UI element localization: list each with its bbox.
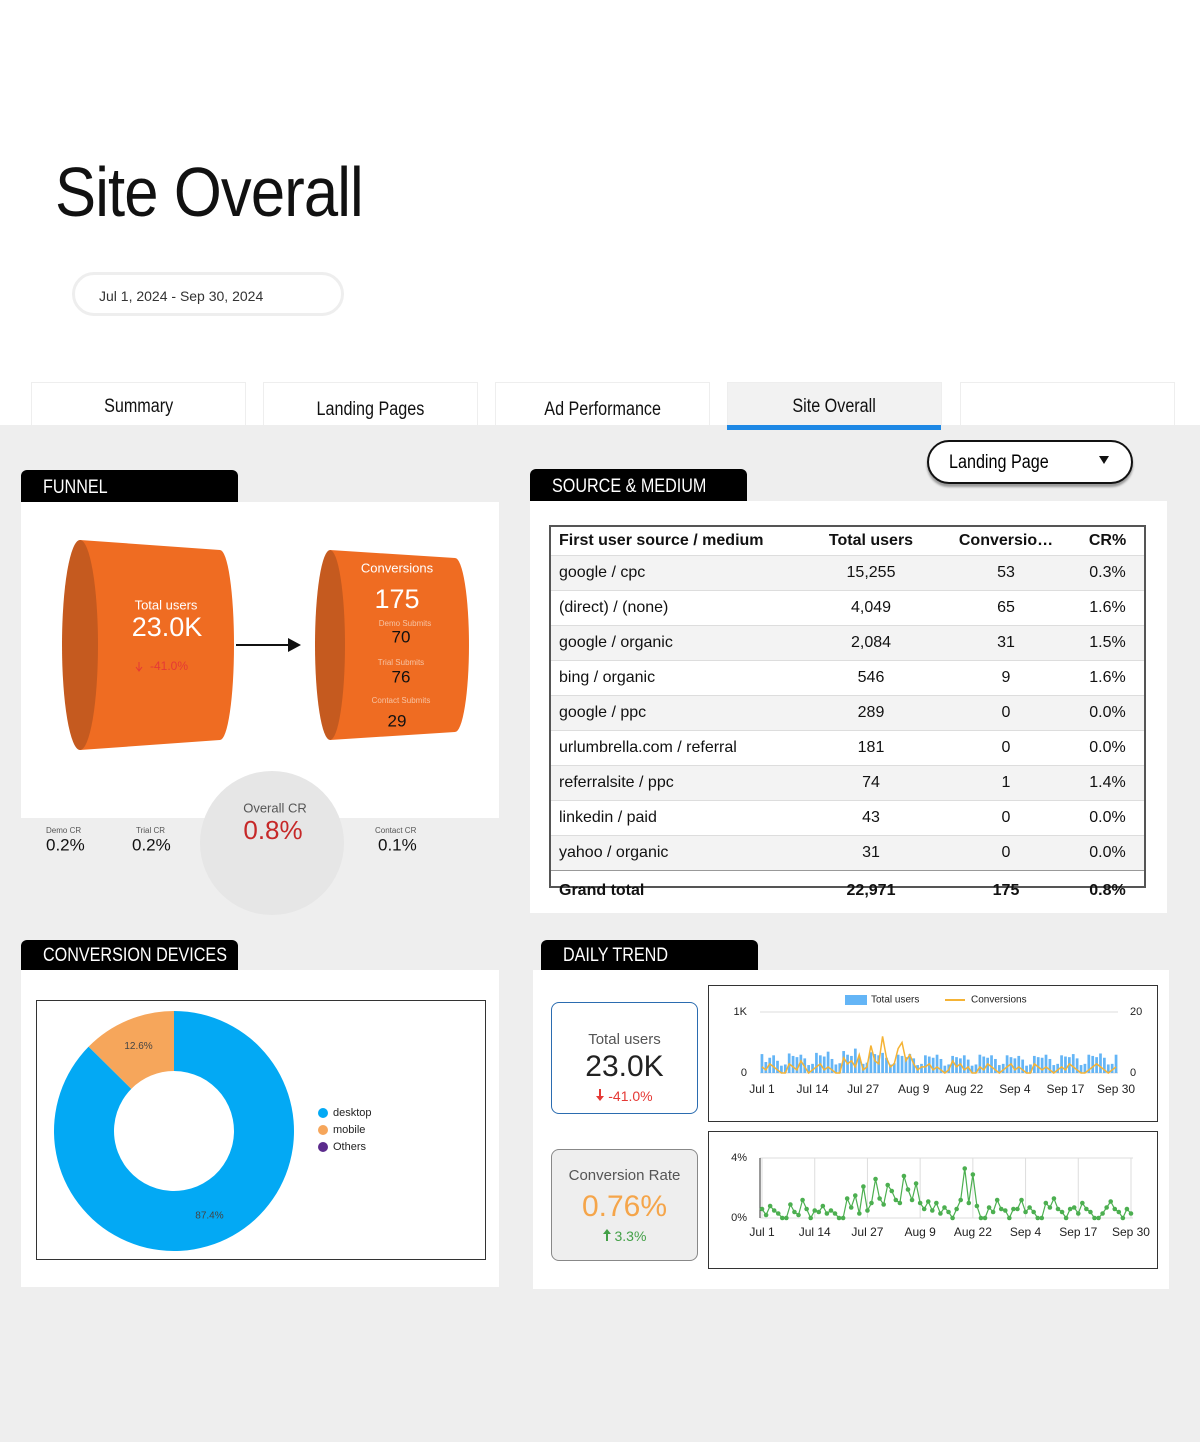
scorecard-value: 0.76% bbox=[581, 1190, 668, 1223]
table-cell: 9 bbox=[941, 660, 1071, 696]
table-cell: 546 bbox=[801, 660, 941, 696]
scorecard-label: Conversion Rate bbox=[568, 1167, 681, 1184]
table-cell: 289 bbox=[801, 695, 941, 731]
section-header: SOURCE & MEDIUM bbox=[530, 469, 747, 502]
table-row: yahoo / organic 31 0 0.0% bbox=[551, 835, 1144, 871]
table-cell: 1 bbox=[941, 765, 1071, 801]
chart-frame bbox=[708, 1131, 1158, 1269]
table-cell: google / cpc bbox=[551, 555, 801, 591]
column-header: Total users bbox=[828, 532, 914, 549]
tab[interactable]: Site Overall bbox=[727, 382, 942, 425]
section-header: DAILY TREND bbox=[541, 940, 758, 971]
table-cell: google / organic bbox=[551, 625, 801, 661]
table-cell: 0.0% bbox=[1071, 800, 1144, 836]
table-cell: linkedin / paid bbox=[551, 800, 801, 836]
scorecard-label: Total users bbox=[588, 1031, 661, 1048]
table-cell: yahoo / organic bbox=[551, 835, 801, 871]
table-cell: 65 bbox=[941, 590, 1071, 626]
table: First user source / medium Total users Con… bbox=[551, 527, 1144, 910]
table-cell: bing / organic bbox=[551, 660, 801, 696]
scorecard: Total users 23.0K -41.0% bbox=[551, 1002, 698, 1114]
up-arrow bbox=[602, 1229, 611, 1241]
dropdown[interactable]: Landing Page bbox=[927, 440, 1133, 484]
column-header: CR% bbox=[1088, 532, 1127, 549]
table-cell: 0.8% bbox=[1071, 870, 1144, 910]
panel bbox=[21, 502, 499, 818]
tab-label: Landing Pages bbox=[316, 399, 425, 420]
table-cell: 31 bbox=[801, 835, 941, 871]
table-row: linkedin / paid 43 0 0.0% bbox=[551, 800, 1144, 836]
date-range[interactable]: Jul 1, 2024 - Sep 30, 2024 bbox=[72, 272, 344, 316]
table-row: bing / organic 546 9 1.6% bbox=[551, 660, 1144, 696]
table-container: First user source / medium Total users Con… bbox=[549, 525, 1146, 910]
active-indicator bbox=[727, 425, 941, 430]
table-cell: 0 bbox=[941, 730, 1071, 766]
chart-frame bbox=[36, 1000, 486, 1260]
table-cell: 0 bbox=[941, 800, 1071, 836]
table-row: (direct) / (none) 4,049 65 1.6% bbox=[551, 590, 1144, 626]
tab[interactable]: Ad Performance bbox=[495, 382, 710, 425]
table-body: google / cpc 15,255 53 0.3% (direct) / (none… bbox=[551, 555, 1144, 910]
scorecard: Conversion Rate 0.76% 3.3% bbox=[551, 1149, 698, 1261]
section-title: SOURCE & MEDIUM bbox=[552, 476, 707, 497]
table-cell: 0 bbox=[941, 835, 1071, 871]
page-title: Site Overall bbox=[55, 153, 364, 231]
table-cell: referralsite / ppc bbox=[551, 765, 801, 801]
table-cell: 15,255 bbox=[801, 555, 941, 591]
table-cell: 4,049 bbox=[801, 590, 941, 626]
table-cell: 43 bbox=[801, 800, 941, 836]
section-title: CONVERSION DEVICES bbox=[43, 945, 227, 966]
scorecard-change: 3.3% bbox=[552, 1228, 697, 1244]
dropdown-label: Landing Page bbox=[949, 452, 1049, 473]
table-cell: 53 bbox=[941, 555, 1071, 591]
table-cell: 2,084 bbox=[801, 625, 941, 661]
table-cell: 0.0% bbox=[1071, 835, 1144, 871]
table-row: referralsite / ppc 74 1 1.4% bbox=[551, 765, 1144, 801]
table-cell: google / ppc bbox=[551, 695, 801, 731]
table-row: google / cpc 15,255 53 0.3% bbox=[551, 555, 1144, 591]
section-header: CONVERSION DEVICES bbox=[21, 940, 238, 971]
section-title: FUNNEL bbox=[43, 477, 108, 498]
tab-label: Site Overall bbox=[792, 396, 877, 417]
down-arrow bbox=[596, 1089, 605, 1101]
table-cell: 0.3% bbox=[1071, 555, 1144, 591]
table-row: google / organic 2,084 31 1.5% bbox=[551, 625, 1144, 661]
column-header: Conversio… bbox=[958, 532, 1054, 549]
change-value: -41.0% bbox=[608, 1088, 653, 1104]
tab[interactable]: Summary bbox=[31, 382, 246, 425]
table-cell: 181 bbox=[801, 730, 941, 766]
table-row: urlumbrella.com / referral 181 0 0.0% bbox=[551, 730, 1144, 766]
chart-frame bbox=[708, 985, 1158, 1122]
dropdown-arrow bbox=[1099, 456, 1109, 464]
section-header: FUNNEL bbox=[21, 470, 238, 503]
scorecard-value: 23.0K bbox=[585, 1050, 664, 1083]
table-cell: 1.6% bbox=[1071, 660, 1144, 696]
table-cell: 1.6% bbox=[1071, 590, 1144, 626]
table-cell: 0.0% bbox=[1071, 695, 1144, 731]
table-cell: 1.5% bbox=[1071, 625, 1144, 661]
table-cell: 0 bbox=[941, 695, 1071, 731]
header-row: First user source / medium Total users Con… bbox=[551, 527, 1144, 556]
column-header: First user source / medium bbox=[559, 532, 764, 549]
table-cell: urlumbrella.com / referral bbox=[551, 730, 801, 766]
tab-label: Summary bbox=[103, 396, 174, 417]
table-cell: 22,971 bbox=[801, 870, 941, 910]
section-title: DAILY TREND bbox=[563, 945, 669, 966]
tab-label: Ad Performance bbox=[544, 399, 661, 420]
tab[interactable] bbox=[960, 382, 1175, 425]
tab[interactable]: Landing Pages bbox=[263, 382, 478, 425]
scorecard-change: -41.0% bbox=[552, 1088, 697, 1104]
table-cell: 0.0% bbox=[1071, 730, 1144, 766]
table-row: google / ppc 289 0 0.0% bbox=[551, 695, 1144, 731]
table-cell: 74 bbox=[801, 765, 941, 801]
table-cell: 1.4% bbox=[1071, 765, 1144, 801]
table-cell: 175 bbox=[941, 870, 1071, 910]
total-row: Grand total 22,971 175 0.8% bbox=[551, 870, 1144, 910]
change-value: 3.3% bbox=[614, 1228, 647, 1244]
table-cell: 31 bbox=[941, 625, 1071, 661]
table-cell: (direct) / (none) bbox=[551, 590, 801, 626]
table-cell: Grand total bbox=[551, 870, 801, 910]
